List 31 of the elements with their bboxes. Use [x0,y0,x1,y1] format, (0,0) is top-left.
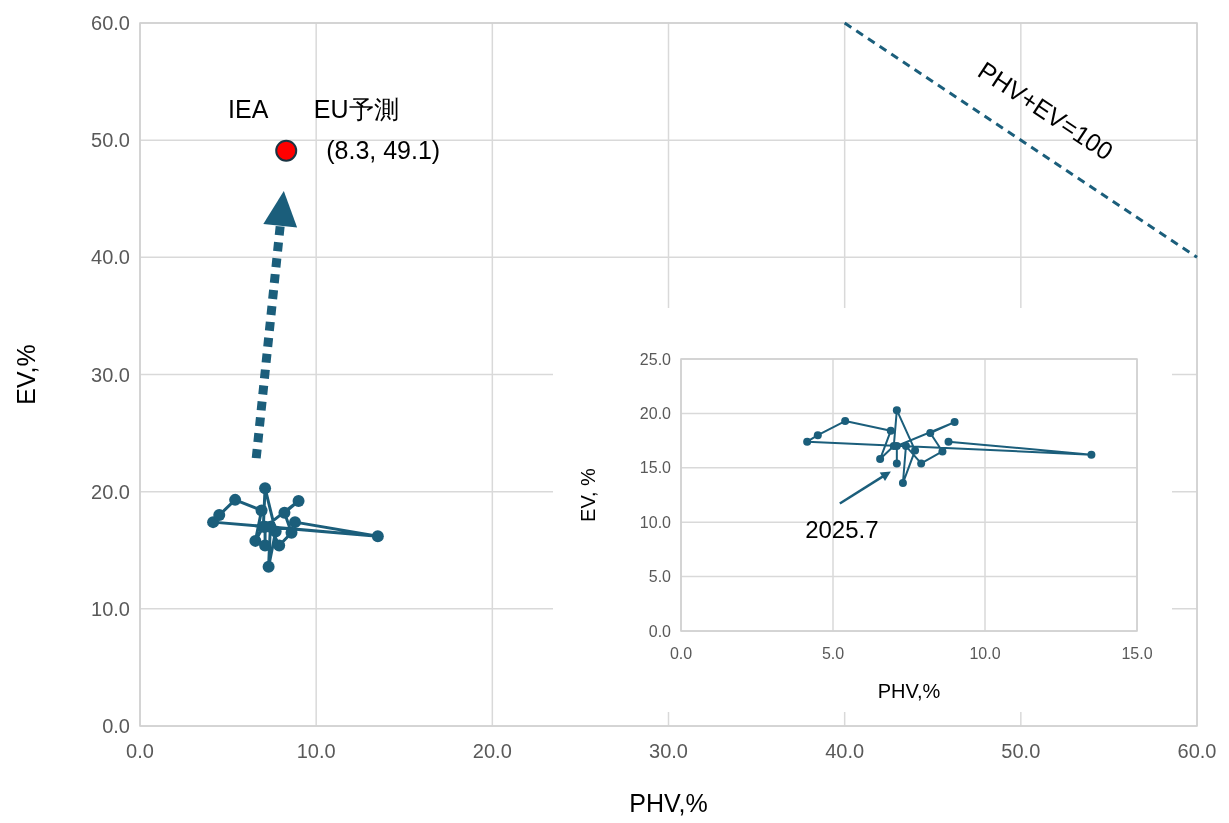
annotation: 2025.7 [805,516,879,544]
y-axis-title: EV, % [577,467,599,522]
x-tick-label: 0.0 [669,645,693,662]
y-tick-label: 30.0 [91,363,130,386]
y-tick-label: 20.0 [639,405,672,422]
y-tick-label: 20.0 [91,480,130,503]
x-tick-label: 15.0 [1121,645,1153,662]
x-tick-label: 50.0 [1001,740,1041,762]
x-axis-title: PHV,% [629,789,708,817]
x-tick-label: 20.0 [472,740,512,762]
x-tick-label: 40.0 [825,740,865,762]
y-tick-label: 60.0 [91,12,130,34]
y-tick-label: 0.0 [648,622,672,640]
y-tick-label: 15.0 [639,459,672,477]
y-tick-label: 50.0 [91,129,130,152]
y-axis-title: EV,% [12,344,40,405]
x-axis-title: PHV,% [877,680,941,702]
x-tick-label: 0.0 [126,740,154,762]
annotation: IEA [228,94,269,123]
y-tick-label: 5.0 [648,568,672,586]
y-tick-label: 0.0 [102,715,130,737]
x-tick-label: 10.0 [296,740,336,762]
y-tick-label: 10.0 [91,597,130,620]
y-tick-label: 25.0 [639,350,672,368]
x-tick-label: 60.0 [1177,740,1217,762]
y-tick-label: 40.0 [91,246,130,269]
annotation: EU予測 [313,94,399,123]
x-tick-label: 10.0 [969,645,1001,662]
x-tick-label: 5.0 [821,645,845,662]
y-tick-label: 10.0 [639,513,672,531]
data-label: (8.3, 49.1) [326,135,441,164]
